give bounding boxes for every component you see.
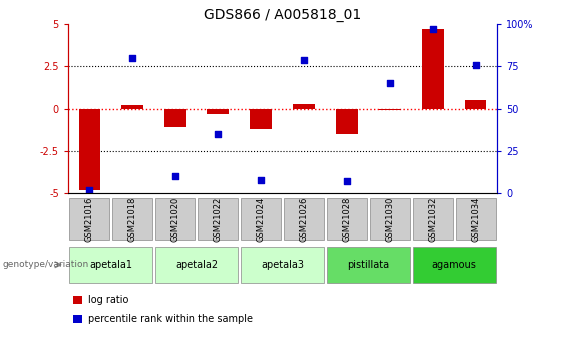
Bar <box>422 29 444 109</box>
Point <box>471 62 480 68</box>
Bar <box>336 109 358 134</box>
Text: GSM21024: GSM21024 <box>257 196 266 242</box>
Bar <box>250 109 272 129</box>
Point <box>214 131 223 137</box>
FancyBboxPatch shape <box>327 198 367 240</box>
Text: GSM21018: GSM21018 <box>128 196 137 242</box>
FancyBboxPatch shape <box>284 198 324 240</box>
FancyBboxPatch shape <box>198 198 238 240</box>
Bar <box>121 105 143 109</box>
Bar <box>293 104 315 109</box>
Point <box>428 27 437 32</box>
FancyBboxPatch shape <box>327 247 410 283</box>
Title: GDS866 / A005818_01: GDS866 / A005818_01 <box>204 8 361 22</box>
FancyBboxPatch shape <box>455 198 496 240</box>
Text: percentile rank within the sample: percentile rank within the sample <box>88 314 253 324</box>
Text: agamous: agamous <box>432 260 477 270</box>
Text: apetala1: apetala1 <box>89 260 132 270</box>
Text: GSM21016: GSM21016 <box>85 196 94 242</box>
FancyBboxPatch shape <box>241 198 281 240</box>
Point <box>128 55 137 61</box>
FancyBboxPatch shape <box>412 247 496 283</box>
Text: GSM21032: GSM21032 <box>428 196 437 242</box>
Text: GSM21028: GSM21028 <box>342 196 351 242</box>
Text: GSM21022: GSM21022 <box>214 196 223 242</box>
Text: log ratio: log ratio <box>88 295 128 305</box>
FancyBboxPatch shape <box>155 247 238 283</box>
Point <box>257 177 266 183</box>
Bar <box>379 109 401 110</box>
Text: apetala3: apetala3 <box>261 260 304 270</box>
FancyBboxPatch shape <box>412 198 453 240</box>
Text: GSM21020: GSM21020 <box>171 196 180 242</box>
Point <box>342 179 351 184</box>
Point <box>385 80 394 86</box>
Text: GSM21026: GSM21026 <box>299 196 308 242</box>
FancyBboxPatch shape <box>69 198 110 240</box>
Bar <box>207 109 229 114</box>
FancyBboxPatch shape <box>370 198 410 240</box>
Bar <box>73 315 82 324</box>
Point <box>171 174 180 179</box>
Text: GSM21030: GSM21030 <box>385 196 394 242</box>
Bar <box>73 296 82 304</box>
Text: pistillata: pistillata <box>347 260 389 270</box>
FancyBboxPatch shape <box>155 198 195 240</box>
Bar <box>79 109 100 190</box>
Bar <box>164 109 186 127</box>
Text: apetala2: apetala2 <box>175 260 218 270</box>
Point <box>85 187 94 193</box>
Text: genotype/variation: genotype/variation <box>3 260 89 269</box>
Text: GSM21034: GSM21034 <box>471 196 480 242</box>
Point <box>299 57 308 62</box>
FancyBboxPatch shape <box>112 198 153 240</box>
FancyBboxPatch shape <box>241 247 324 283</box>
Bar <box>465 100 486 109</box>
FancyBboxPatch shape <box>69 247 153 283</box>
